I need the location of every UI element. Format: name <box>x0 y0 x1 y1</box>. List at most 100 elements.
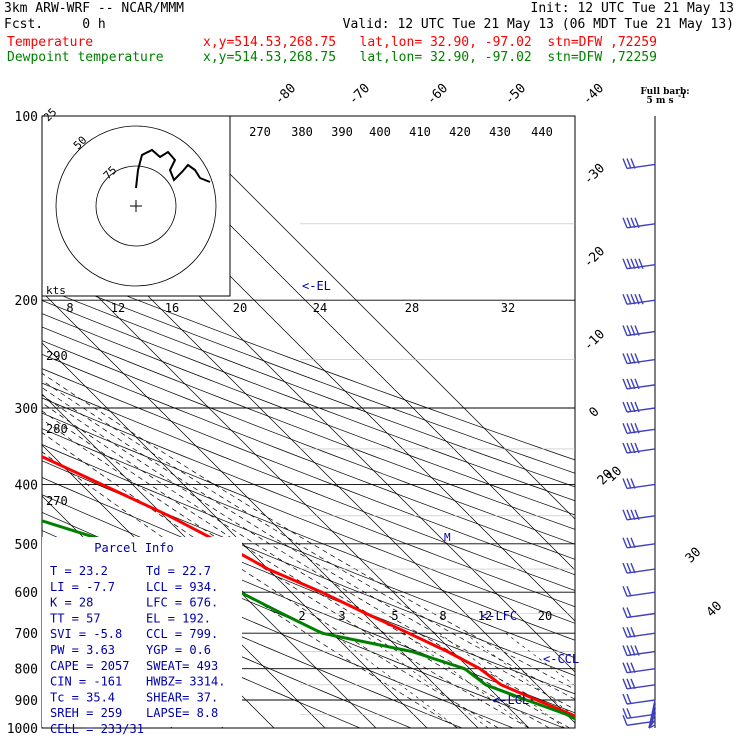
wind-barb-staff <box>626 543 656 549</box>
wind-barb-staff <box>626 568 656 574</box>
model-title: 3km ARW-WRF -- NCAR/MMM <box>4 1 185 16</box>
moist-adiabat <box>42 394 575 721</box>
level-marker-label: M <box>444 531 451 544</box>
wind-barb-flag <box>630 626 636 638</box>
theta-tick-label: 430 <box>489 125 511 139</box>
theta-tick-label: 380 <box>291 125 313 139</box>
temperature-tick-label: -30 <box>581 161 608 188</box>
wind-barb-flag <box>630 378 636 390</box>
wind-barb-flag <box>634 423 640 434</box>
theta-tick-label: 270 <box>249 125 271 139</box>
wind-barb-flag <box>626 158 632 169</box>
temperature-legend-info: x,y=514.53,268.75 lat,lon= 32.90, -97.02… <box>203 35 657 50</box>
temperature-tick-label: -70 <box>346 81 373 108</box>
wind-barb-flag <box>630 325 636 336</box>
wind-barb-staff <box>626 699 656 705</box>
wind-barb-flag <box>634 325 640 336</box>
temperature-tick-label: -80 <box>272 81 299 108</box>
wind-barb-flag <box>634 258 640 269</box>
wind-barb-flag <box>622 585 628 597</box>
parcel-info-value: LCL = 934. <box>146 580 218 594</box>
wind-barb-flag <box>622 662 628 673</box>
wind-barb <box>622 562 656 574</box>
wind-barb-flag <box>634 401 640 413</box>
wind-barb <box>622 626 656 638</box>
wind-barb-flag <box>630 662 636 673</box>
parcel-info-value: CCL = 799. <box>146 627 218 641</box>
pressure-tick-label: 400 <box>15 478 38 493</box>
wind-barb-staff <box>626 667 656 674</box>
wind-barb-flag <box>622 509 628 521</box>
wind-barb-flag <box>622 293 628 305</box>
wind-barb-flag <box>634 378 640 390</box>
wind-barb-flag <box>634 442 640 454</box>
wind-barb <box>622 693 656 705</box>
wind-barb-staff <box>626 591 656 597</box>
pressure-tick-label: 1000 <box>7 722 38 737</box>
moist-adiabat <box>42 432 499 728</box>
wind-barb-flag <box>622 562 628 574</box>
wind-barb-flag <box>630 678 636 690</box>
pressure-tick-label: 500 <box>15 538 38 553</box>
wind-barb-flag <box>626 678 632 690</box>
wind-barb-flag <box>626 585 632 597</box>
theta-tick-label: 410 <box>409 125 431 139</box>
wind-barb-flag <box>630 353 636 364</box>
wind-barb-staff <box>626 163 656 170</box>
wind-barb <box>622 585 656 597</box>
wind-barb <box>622 537 656 549</box>
wind-barb-flag <box>634 353 640 364</box>
dry-adiabat <box>42 262 575 461</box>
pressure-tick-label: 700 <box>15 627 38 642</box>
wind-barbs <box>622 116 656 729</box>
wind-barb-flag <box>626 423 632 434</box>
wind-barb-flag <box>626 537 632 549</box>
mixing-ratio-tick-label: 3 <box>338 609 345 623</box>
wind-barb-flag <box>626 325 632 336</box>
pressure-tick-label: 200 <box>15 294 38 309</box>
wind-barb-flag <box>626 626 632 638</box>
wind-barb-flag <box>626 217 632 229</box>
parcel-info-value: SHEAR= 37. <box>146 690 218 704</box>
wind-barb-flag <box>630 293 636 305</box>
mixing-ratio-tick-label: 2 <box>298 609 305 623</box>
parcel-info-box: Parcel Info T = 23.2 Td = 22.7 LI = -7.7 LCL… <box>42 537 242 736</box>
speed-tick-label: 12 <box>111 301 125 315</box>
wind-barb-staff <box>626 299 656 305</box>
dry-adiabat <box>42 300 575 502</box>
parcel-info-value: LFC = 676. <box>146 596 218 610</box>
wind-barb-staff <box>626 428 656 434</box>
temperature-tick-label: -10 <box>581 327 608 354</box>
pressure-tick-label: 100 <box>15 110 38 125</box>
theta-tick-label: 440 <box>531 125 553 139</box>
wind-barb-staff <box>626 713 656 720</box>
wind-barb-flag <box>634 509 640 521</box>
theta-tick-label: 400 <box>369 125 391 139</box>
wind-barb <box>622 217 656 229</box>
wind-barb <box>622 678 656 690</box>
wind-barb-flag <box>638 293 644 305</box>
wind-barb <box>622 401 656 413</box>
wind-barb <box>622 378 656 390</box>
wind-barb-flag <box>622 708 628 719</box>
wind-barb <box>622 662 656 674</box>
barb-note-line1: Full barb: <box>640 87 689 97</box>
hodograph-ring <box>55 125 217 287</box>
temperature-legend-label: Temperature <box>7 35 94 50</box>
temperature-tick-label: -20 <box>581 244 608 271</box>
wind-barb-flag <box>630 158 636 169</box>
isotherm <box>42 342 428 728</box>
wind-barb-flag <box>622 217 628 229</box>
speed-tick-label: 28 <box>405 301 419 315</box>
dry-adiabat <box>42 354 575 560</box>
parcel-info-value: CAPE = 2057 <box>50 659 129 673</box>
hodograph-trace <box>135 148 211 189</box>
temperature-tick-label: -60 <box>424 81 451 108</box>
wind-barb-staff <box>648 724 656 729</box>
wind-barb <box>622 442 656 454</box>
temperature-tick-label: 0 <box>586 404 602 420</box>
mixing-ratio-line <box>362 632 489 728</box>
parcel-info-value: T = 23.2 <box>50 564 108 578</box>
wind-barb-flag <box>626 562 632 574</box>
